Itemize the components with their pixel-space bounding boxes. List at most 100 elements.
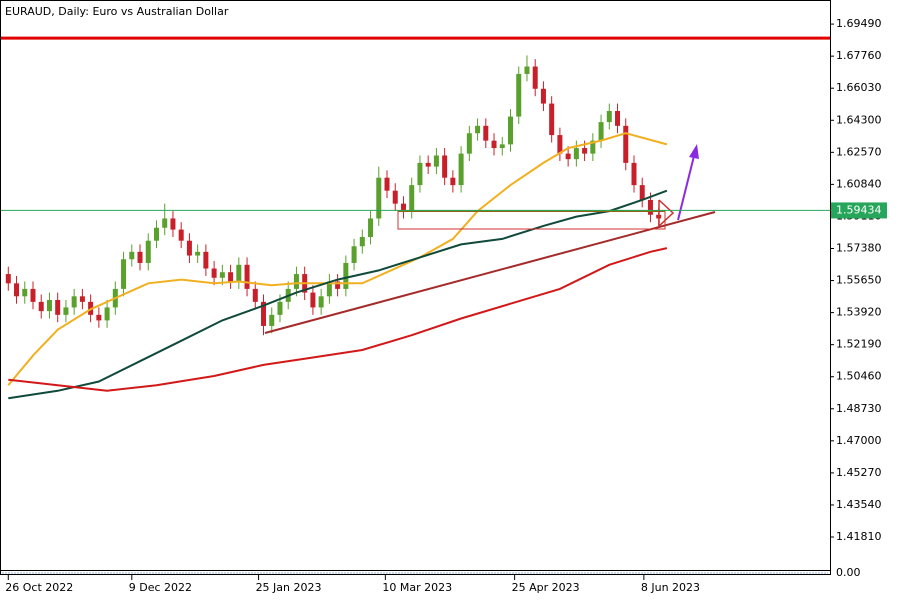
triangle-pattern <box>658 199 675 228</box>
y-tick-label: 1.50460 <box>836 370 882 383</box>
candle-body <box>186 240 192 256</box>
candle-body <box>219 272 225 278</box>
x-tick-label: 8 Jun 2023 <box>641 581 700 594</box>
candle-body <box>508 116 514 145</box>
candle-body <box>491 140 497 149</box>
candle-body <box>540 88 546 104</box>
moving-average <box>8 247 668 392</box>
candle-body <box>557 135 563 154</box>
candle-body <box>384 177 390 191</box>
y-tick-label: 1.43540 <box>836 498 882 511</box>
candle-body <box>582 148 588 154</box>
candle-body <box>466 133 472 154</box>
candle-body <box>598 122 604 141</box>
candle-body <box>162 218 168 228</box>
y-tick-label: 1.69490 <box>836 17 882 30</box>
plot-frame <box>0 0 831 575</box>
y-tick-label: 1.55650 <box>836 274 882 287</box>
candle-body <box>104 307 110 321</box>
candle-body <box>458 153 464 186</box>
chart-title: EURAUD, Daily: Euro vs Australian Dollar <box>5 5 229 18</box>
candle-body <box>623 125 629 163</box>
candle-body <box>343 262 349 289</box>
candle-body <box>532 66 538 89</box>
y-tick-label: 1.57380 <box>836 241 882 254</box>
candle-body <box>359 237 365 247</box>
candle-body <box>137 251 143 263</box>
candle-body <box>30 288 36 302</box>
candle-body <box>153 227 159 241</box>
candle-body <box>55 300 61 315</box>
x-tick-label: 10 Mar 2023 <box>382 581 452 594</box>
candle-body <box>631 162 637 186</box>
y-tick-label: 1.45270 <box>836 466 882 479</box>
y-tick-label: 1.67760 <box>836 49 882 62</box>
price-label: 1.59434 <box>836 203 882 216</box>
y-tick-label: 1.47000 <box>836 434 882 447</box>
candle-body <box>524 66 530 74</box>
moving-average <box>7 132 668 386</box>
candle-body <box>178 229 184 241</box>
candle-body <box>483 125 489 141</box>
candle-body <box>203 251 209 269</box>
candle-body <box>129 251 135 260</box>
candle-body <box>145 240 151 263</box>
y-tick-label: 1.48730 <box>836 402 882 415</box>
candle-body <box>22 288 28 297</box>
candle-body <box>573 148 579 160</box>
candle-body <box>409 185 415 212</box>
candle-body <box>565 153 571 160</box>
candle-body <box>639 185 645 200</box>
candle-body <box>211 268 217 278</box>
candle-body <box>63 307 69 315</box>
y-tick-label: 1.52190 <box>836 338 882 351</box>
candle-body <box>71 296 77 308</box>
candle-body <box>236 264 242 282</box>
y-tick-label: 1.53920 <box>836 306 882 319</box>
candle-body <box>5 274 11 284</box>
candle-body <box>293 274 299 289</box>
price-box <box>831 202 887 219</box>
candle-body <box>392 190 398 204</box>
candle-body <box>516 73 522 117</box>
projection-arrow <box>677 155 695 221</box>
candle-body <box>376 177 382 219</box>
candle-body <box>244 264 250 289</box>
candle-body <box>549 103 555 136</box>
candle-body <box>417 162 423 186</box>
y-tick-label: 1.66030 <box>836 81 882 94</box>
candle-body <box>195 251 201 256</box>
candle-body <box>228 272 234 282</box>
candle-body <box>79 296 85 302</box>
candle-body <box>368 218 374 238</box>
y-tick-label: 1.62570 <box>836 145 882 158</box>
candle-body <box>647 199 653 215</box>
candle-body <box>46 300 52 312</box>
candle-body <box>606 110 612 123</box>
x-tick-label: 25 Jan 2023 <box>256 581 322 594</box>
candle-body <box>121 259 127 289</box>
moving-average <box>8 189 668 400</box>
candle-body <box>433 155 439 167</box>
candle-body <box>590 140 596 154</box>
candle-body <box>442 155 448 178</box>
candle-body <box>615 110 621 126</box>
candle-body <box>335 281 341 289</box>
candle-body <box>318 296 324 308</box>
indicator-label: 0.00 <box>836 566 861 579</box>
candle-body <box>425 162 431 167</box>
candle-body <box>475 125 481 134</box>
x-tick-label: 25 Apr 2023 <box>512 581 580 594</box>
candle-body <box>277 301 283 315</box>
candle-body <box>310 292 316 308</box>
candle-body <box>400 203 406 212</box>
candle-body <box>14 283 20 297</box>
y-tick-label: 1.64300 <box>836 113 882 126</box>
y-tick-label: 1.60840 <box>836 177 882 190</box>
candle-body <box>170 218 176 230</box>
x-tick-label: 26 Oct 2022 <box>5 581 73 594</box>
candle-body <box>38 301 44 312</box>
x-tick-label: 9 Dec 2022 <box>129 581 192 594</box>
